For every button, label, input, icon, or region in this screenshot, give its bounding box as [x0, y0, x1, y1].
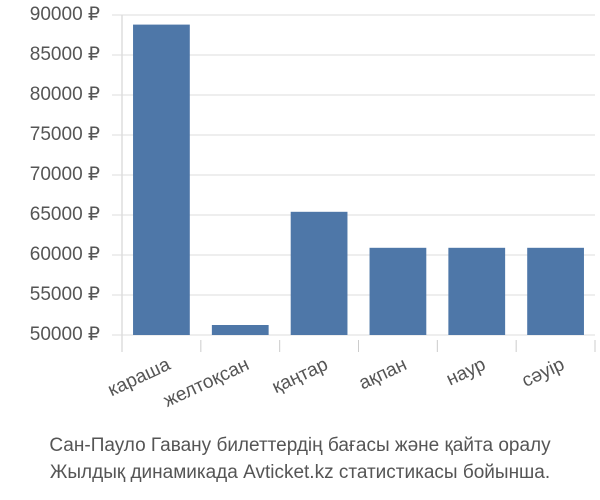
y-tick-label: 60000 ₽ [30, 244, 100, 265]
y-tick-label: 90000 ₽ [30, 4, 100, 25]
bar [211, 325, 269, 335]
x-tick-label: сәуір [519, 354, 568, 392]
y-tick-label: 85000 ₽ [30, 44, 100, 65]
y-tick-label: 55000 ₽ [30, 284, 100, 305]
chart-title: Сан-Пауло Гавану билеттердің бағасы және… [49, 435, 551, 456]
bar [369, 247, 427, 335]
y-tick-label: 80000 ₽ [30, 84, 100, 105]
x-tick-label: желтоқсан [161, 354, 253, 412]
y-tick-label: 70000 ₽ [30, 164, 100, 185]
y-tick-label: 75000 ₽ [30, 124, 100, 145]
x-tick-label: қаңтар [269, 354, 331, 398]
x-tick-label: ақпан [356, 354, 410, 394]
bar [290, 211, 348, 335]
bar [527, 247, 584, 335]
bar [133, 24, 190, 335]
y-tick-label: 50000 ₽ [30, 324, 100, 345]
bar [448, 247, 506, 335]
x-tick-label: наур [443, 354, 489, 390]
y-tick-label: 65000 ₽ [30, 204, 100, 225]
chart-subtitle: Жылдық динамикада Avticket.kz статистика… [50, 462, 550, 483]
